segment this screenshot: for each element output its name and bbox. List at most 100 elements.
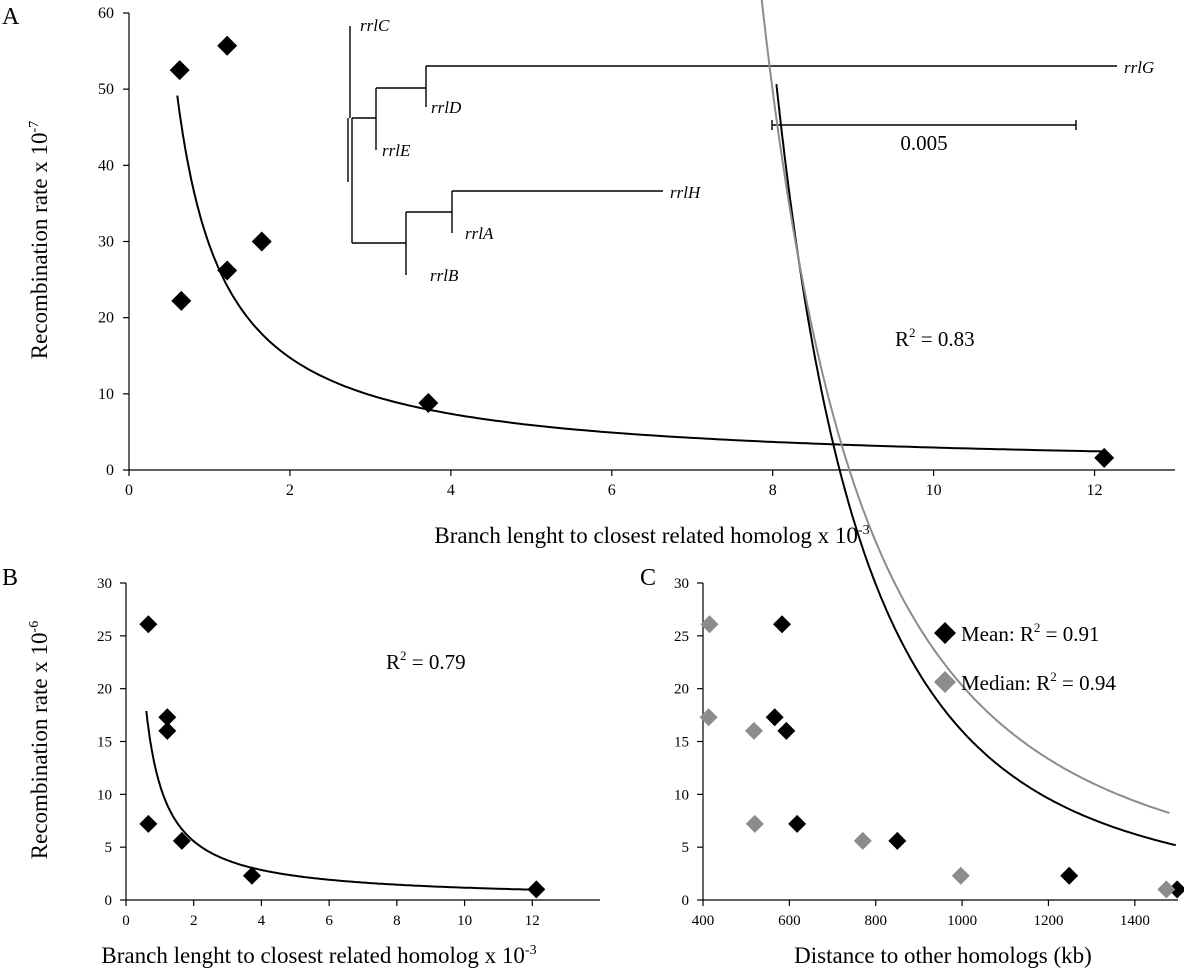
chart-a-series-0-point-2 [171,290,192,311]
chart-a: 0 10 20 30 40 50 60 0 2 4 6 8 10 12 Recombination rat… [27,5,1175,548]
chart-c-x-tick-label: 1200 [1033,913,1063,929]
chart-a-trendline-0 [176,95,1103,453]
chart-b-series-0-point-4 [172,831,191,850]
chart-c-y-tick-label: 25 [674,629,689,645]
chart-a-series-0-point-3 [217,260,238,281]
chart-b-x-tick-label: 10 [457,913,472,929]
chart-c-series-1-point-1 [699,708,718,727]
chart-c-series-0-point-0 [773,615,792,634]
chart-c-y-tick-label: 20 [674,682,689,698]
chart-a-x-label: Branch lenght to closest related homolog… [434,523,869,548]
chart-b-x-tick-label: 4 [258,913,266,929]
chart-a-y-label: Recombination rate x 10-7 [27,121,52,359]
legend-marker-median [934,671,956,693]
chart-b-trendline-0 [145,710,536,891]
chart-b-series-0-point-0 [139,615,158,634]
chart-b-y-tick-label: 10 [97,787,112,803]
chart-c-x-tick-label: 800 [864,913,887,929]
chart-a-series-0-point-6 [1094,447,1115,468]
chart-c-y-tick-label: 30 [674,576,689,592]
panel-label-b: B [2,565,18,591]
chart-b-r2-sup: 2 [400,648,407,663]
tree-leaf-rrlh: rrlH [670,183,702,202]
legend-label-median-sup: 2 [1050,669,1057,684]
chart-a-y-tick-label: 10 [98,386,114,403]
chart-c: 0 5 10 15 20 25 30 400 600 800 1000 1200 1400 Distan… [674,0,1184,968]
chart-c-series-1-point-3 [745,814,764,833]
tree-leaf-rrle: rrlE [382,141,411,160]
chart-a-r2-sup: 2 [909,325,916,340]
chart-b-y-tick-label: 0 [105,893,113,909]
chart-b-x-label-base: Branch lenght to closest related homolog… [101,943,525,968]
chart-a-y-label-exp: -7 [27,121,42,133]
chart-b-series-0-point-5 [242,866,261,885]
chart-c-series-1-point-2 [744,721,763,740]
chart-c-series-0-point-2 [777,721,796,740]
chart-c-series-0-point-5 [1060,866,1079,885]
chart-a-x-tick-label: 6 [608,482,616,499]
chart-c-trendline-0 [775,84,1177,847]
chart-b-y-tick-label: 5 [105,840,113,856]
chart-c-y-tick-label: 0 [682,893,690,909]
tree-leaf-rrld: rrlD [431,98,462,117]
chart-c-series-0-point-6 [1168,880,1184,899]
chart-a-x-tick-label: 2 [286,482,294,499]
chart-a-y-tick-label: 20 [98,310,114,327]
chart-b-y-label-exp: -6 [27,621,42,633]
chart-a-r2-annotation: R2 = 0.83 [895,325,975,351]
chart-a-x-tick-label: 4 [447,482,455,499]
chart-b-x-tick-label: 2 [190,913,198,929]
legend-label-mean-rest: = 0.91 [1040,622,1099,646]
panel-label-c: C [640,565,656,591]
chart-b-x-label-exp: -3 [525,943,537,958]
chart-b-series-0-point-3 [139,814,158,833]
chart-c-y-tick-label: 10 [674,787,689,803]
chart-a-y-label-base: Recombination rate x 10 [27,132,52,359]
chart-a-y-tick-label: 0 [106,462,114,479]
chart-b-y-tick-label: 25 [97,629,112,645]
chart-b-series-0-point-1 [158,708,177,727]
chart-c-x-tick-label: 400 [692,913,715,929]
chart-b-r2-annotation: R2 = 0.79 [386,648,466,674]
legend-label-mean-base: Mean: R [961,622,1034,646]
tree-scale-label: 0.005 [900,131,947,155]
chart-c-x-tick-label: 600 [778,913,801,929]
chart-a-x-label-base: Branch lenght to closest related homolog… [434,523,858,548]
tree-leaf-rrlc: rrlC [360,16,390,35]
chart-b-x-tick-label: 8 [393,913,401,929]
chart-a-x-tick-label: 0 [125,482,133,499]
chart-a-r2-base: R [895,327,909,351]
chart-b-x-tick-label: 12 [525,913,540,929]
legend-label-mean: Mean: R2 = 0.91 [961,620,1100,646]
chart-b-y-tick-label: 20 [97,682,112,698]
chart-b-x-label: Branch lenght to closest related homolog… [101,943,536,968]
chart-c-series-1-point-6 [1157,880,1176,899]
chart-a-series-0-point-5 [418,392,439,413]
legend-marker-mean [934,622,956,644]
chart-c-x-label: Distance to other homologs (kb) [794,943,1092,968]
legend-label-median: Median: R2 = 0.94 [961,669,1116,695]
chart-a-y-tick-label: 30 [98,234,114,251]
chart-b-series-0-point-6 [527,880,546,899]
chart-a-series-0-point-1 [217,35,238,56]
chart-a-x-tick-label: 12 [1087,482,1103,499]
panel-label-a: A [2,4,20,30]
chart-c-y-tick-label: 5 [682,840,690,856]
chart-b-x-tick-label: 0 [122,913,130,929]
tree-leaf-rrlb: rrlB [430,266,459,285]
chart-c-series-1-point-0 [700,615,719,634]
chart-c-y-tick-label: 15 [674,735,689,751]
chart-b-y-label-base: Recombination rate x 10 [27,632,52,859]
chart-a-series-0-point-0 [169,60,190,81]
chart-a-y-tick-label: 60 [98,5,114,22]
chart-a-r2-rest: = 0.83 [916,327,975,351]
chart-a-x-tick-label: 8 [769,482,777,499]
chart-b-series-0-point-2 [158,721,177,740]
phylogenetic-tree-inset [347,26,1117,275]
chart-b-y-tick-label: 15 [97,735,112,751]
chart-a-series-0-point-4 [251,231,272,252]
legend-label-median-base: Median: R [961,671,1050,695]
chart-c-x-tick-label: 1400 [1120,913,1150,929]
chart-a-x-tick-label: 10 [926,482,942,499]
chart-c-series-1-point-5 [951,866,970,885]
